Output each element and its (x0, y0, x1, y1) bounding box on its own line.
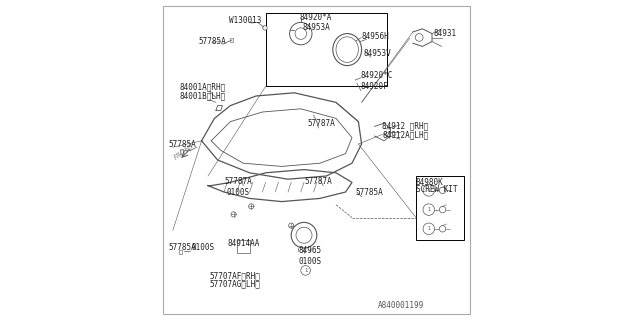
Text: 57785A: 57785A (355, 188, 383, 197)
Text: 84931: 84931 (434, 29, 457, 38)
Text: 1: 1 (428, 226, 430, 231)
Text: 84953A: 84953A (302, 23, 330, 32)
Bar (230, 38, 233, 42)
Text: 84001B〈LH〉: 84001B〈LH〉 (179, 92, 225, 100)
Bar (180, 149, 183, 154)
Text: 84914AA: 84914AA (227, 239, 260, 248)
Text: 84965: 84965 (298, 246, 321, 255)
Text: 0100S: 0100S (227, 188, 250, 197)
Text: 1: 1 (428, 188, 430, 193)
Text: 0100S: 0100S (298, 257, 321, 266)
Text: 1: 1 (304, 268, 307, 273)
Bar (266, 13, 387, 86)
Text: 57785A: 57785A (168, 243, 196, 252)
Text: 57707AG〈LH〉: 57707AG〈LH〉 (210, 280, 260, 289)
Text: 57707AF〈RH〉: 57707AF〈RH〉 (210, 271, 260, 280)
Text: 84912 〈RH〉: 84912 〈RH〉 (383, 121, 429, 130)
Text: SCREW KIT: SCREW KIT (416, 185, 458, 194)
Text: 84912A〈LH〉: 84912A〈LH〉 (383, 130, 429, 139)
Text: A840001199: A840001199 (378, 301, 424, 310)
Text: 57787A: 57787A (224, 177, 252, 186)
Text: 57785A: 57785A (168, 140, 196, 149)
Bar (416, 176, 464, 240)
Text: FRONT: FRONT (173, 143, 195, 161)
Text: 1: 1 (428, 207, 430, 212)
Text: W130013: W130013 (229, 16, 261, 25)
Text: 84956H: 84956H (362, 32, 389, 41)
Text: 57787A: 57787A (307, 119, 335, 128)
Text: 84920F: 84920F (361, 82, 388, 91)
Text: 84980K: 84980K (416, 178, 444, 187)
Text: 0100S: 0100S (191, 243, 214, 252)
Text: 57787A: 57787A (305, 177, 332, 186)
Text: 84001A〈RH〉: 84001A〈RH〉 (179, 82, 225, 91)
Text: 84920*C: 84920*C (361, 71, 394, 80)
Bar (237, 240, 250, 253)
Text: 84920*A: 84920*A (300, 13, 332, 22)
Text: 57785A: 57785A (198, 37, 226, 46)
Circle shape (263, 26, 268, 30)
Bar (179, 250, 182, 254)
Text: 84953V: 84953V (364, 49, 391, 58)
